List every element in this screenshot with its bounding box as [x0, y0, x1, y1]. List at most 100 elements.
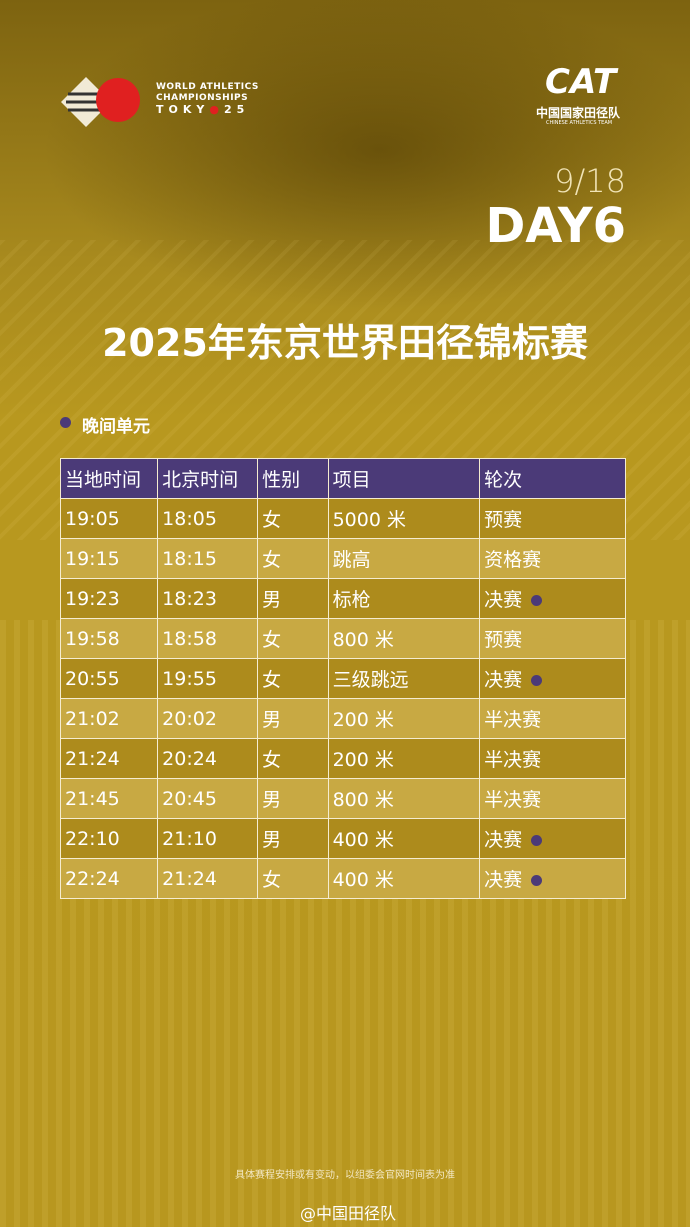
table-cell: 女: [257, 618, 329, 659]
table-cell: 女: [257, 658, 329, 699]
cell-text: 20:02: [162, 707, 217, 730]
table-cell: 女: [257, 738, 329, 779]
cell-text: 18:23: [162, 587, 217, 610]
cell-text: 200 米: [332, 749, 394, 771]
cell-text: 19:15: [65, 547, 120, 570]
cell-text: 18:15: [162, 547, 217, 570]
table-cell: 200 米: [327, 698, 481, 739]
table-cell: 21:24: [59, 738, 159, 779]
table-cell: 19:15: [59, 538, 159, 579]
cell-text: 女: [262, 509, 282, 531]
cell-text: 400 米: [332, 829, 394, 851]
table-cell: 18:15: [157, 538, 259, 579]
table-row: 19:05 18:05 女 5000 米 预赛: [59, 498, 626, 539]
cell-text: 22:10: [65, 827, 120, 850]
table-cell: 男: [257, 818, 329, 859]
table-cell: 20:02: [157, 698, 259, 739]
cell-text: 800 米: [332, 789, 394, 811]
table-body: 19:05 18:05 女 5000 米预赛 19:15 18:15 女跳高 资格赛 19:23…: [59, 498, 626, 899]
cell-text: 18:58: [162, 627, 217, 650]
cell-text: 半决赛: [484, 789, 542, 811]
table-row: 22:10 21:10 男 400 米 决赛: [59, 818, 626, 859]
cell-text: 21:10: [162, 827, 217, 850]
table-row: 19:15 18:15 女 跳高 资格赛: [59, 538, 626, 579]
table-cell: 800 米: [327, 618, 481, 659]
table-cell: 21:45: [59, 778, 159, 819]
final-dot: [531, 835, 543, 846]
cell-text: 女: [262, 749, 282, 771]
table-cell: 200 米: [327, 738, 481, 779]
table-cell: 400 米: [327, 818, 481, 859]
cell-text: 20:24: [162, 747, 217, 770]
cell-text: 女: [262, 629, 282, 651]
table-cell: 18:23: [157, 578, 259, 619]
cell-text: 200 米: [332, 709, 394, 731]
cell-text: 18:05: [162, 507, 217, 530]
cell-text: 决赛: [484, 869, 523, 891]
table-cell: 半决赛: [479, 778, 626, 819]
table-row: 22:24 21:24 女 400 米 决赛: [59, 858, 626, 899]
table-cell: 19:23: [59, 578, 159, 619]
cell-text: 三级跳远: [332, 669, 409, 691]
table-cell: 20:24: [157, 738, 259, 779]
event-logo-line: CHAMPIONSHIPS: [156, 93, 249, 103]
table-row: 21:02 20:02 男 200 米 半决赛: [59, 698, 626, 739]
table-cell: 资格赛: [479, 538, 626, 579]
cell-text: 半决赛: [484, 749, 542, 771]
table-cell: 19:55: [157, 658, 259, 699]
table-row: 20:55 19:55 女 三级跳远 决赛: [59, 658, 626, 699]
cell-text: 预赛: [484, 629, 523, 651]
table-cell: 19:05: [59, 498, 159, 539]
cell-text: 20:55: [65, 667, 120, 690]
table-row: 21:45 20:45 男 800 米 半决赛: [59, 778, 626, 819]
column-header: 项目: [327, 458, 481, 499]
column-header: 当地时间: [59, 458, 159, 499]
cell-text: 预赛: [484, 509, 523, 531]
table-cell: 预赛: [479, 498, 626, 539]
column-header: 性别: [257, 458, 329, 499]
table-cell: 半决赛: [479, 698, 626, 739]
table-row: 19:23 18:23 男 标枪 决赛: [59, 578, 626, 619]
table-cell: 半决赛: [479, 738, 626, 779]
table-row: 19:58 18:58 女 800 米 预赛: [59, 618, 626, 659]
table-cell: 决赛: [479, 578, 626, 619]
cell-text: 决赛: [484, 669, 523, 691]
table-cell: 女: [257, 538, 329, 579]
cell-text: 21:45: [65, 787, 120, 810]
table-cell: 男: [257, 578, 329, 619]
cell-text: 20:45: [162, 787, 217, 810]
cell-text: 男: [262, 789, 282, 811]
final-dot: [531, 595, 543, 606]
cell-text: 男: [262, 709, 282, 731]
cell-text: 女: [262, 669, 282, 691]
table-cell: 决赛: [479, 858, 626, 899]
date: 9/18: [554, 162, 626, 200]
table-cell: 18:58: [157, 618, 259, 659]
table-cell: 男: [257, 698, 329, 739]
table-cell: 20:55: [59, 658, 159, 699]
cell-text: 19:05: [65, 507, 120, 530]
table-cell: 女: [257, 858, 329, 899]
header-row: 当地时间 北京时间 性别 项目 轮次: [59, 458, 626, 499]
footer-account: @中国田径队: [300, 1204, 397, 1223]
footer-note: 具体赛程安排或有变动，以组委会官网时间表为准: [235, 1170, 455, 1181]
cell-text: 800 米: [332, 629, 394, 651]
day: DAY6: [485, 198, 626, 254]
cell-text: 19:23: [65, 587, 120, 610]
table-cell: 三级跳远: [327, 658, 481, 699]
table-cell: 女: [257, 498, 329, 539]
cell-text: 21:24: [65, 747, 120, 770]
cell-text: 半决赛: [484, 709, 542, 731]
final-dot: [531, 875, 543, 886]
final-dot: [531, 675, 543, 686]
cell-text: 19:58: [65, 627, 120, 650]
table-cell: 21:10: [157, 818, 259, 859]
cell-text: 5000 米: [332, 509, 406, 531]
table-cell: 22:24: [59, 858, 159, 899]
event-emblem: [61, 77, 140, 127]
cell-text: 22:24: [65, 867, 120, 890]
cell-text: 决赛: [484, 589, 523, 611]
team-mark: CAT: [545, 62, 617, 102]
